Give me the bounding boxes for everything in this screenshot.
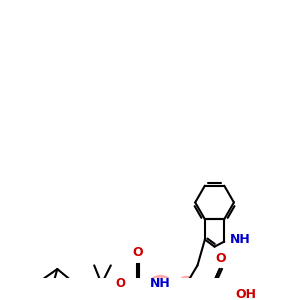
Text: OH: OH [235,288,256,300]
Ellipse shape [149,275,172,292]
Text: NH: NH [150,277,171,290]
Text: O: O [215,252,226,266]
Text: O: O [115,277,125,290]
Text: NH: NH [230,233,250,246]
Text: O: O [132,246,143,259]
Ellipse shape [178,276,195,291]
